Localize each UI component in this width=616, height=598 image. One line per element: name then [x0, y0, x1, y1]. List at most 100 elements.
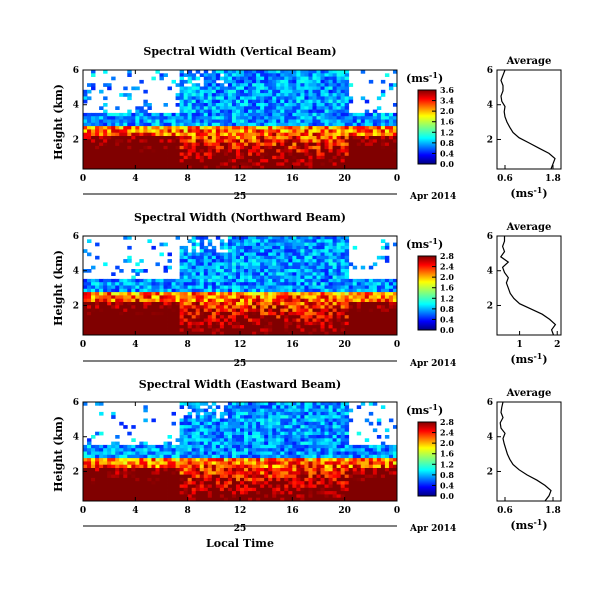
heatmap-cell — [123, 152, 128, 157]
heatmap-cell — [276, 86, 281, 91]
heatmap-cell — [240, 76, 245, 81]
heatmap-cell — [191, 331, 197, 336]
heatmap-cell — [300, 428, 305, 433]
heatmap-cell — [312, 458, 317, 462]
heatmap-cell — [260, 255, 265, 260]
heatmap-cell — [296, 444, 301, 449]
heatmap-cell — [91, 129, 96, 134]
heatmap-cell — [268, 451, 273, 456]
heatmap-cell — [203, 288, 209, 293]
heatmap-cell — [163, 441, 168, 446]
heatmap-cell — [292, 275, 297, 280]
heatmap-cell — [199, 122, 205, 127]
heatmap-cell — [223, 295, 229, 300]
heatmap-cell — [155, 321, 160, 326]
heatmap-cell — [360, 70, 366, 74]
heatmap-cell — [231, 292, 237, 296]
heatmap-cell — [135, 458, 140, 462]
heatmap-cell — [276, 288, 281, 293]
heatmap-cell — [131, 328, 136, 333]
heatmap-cell — [392, 112, 398, 117]
heatmap-cell — [199, 96, 205, 101]
heatmap-cell — [272, 428, 277, 433]
heatmap-cell — [392, 129, 398, 134]
heatmap-cell — [388, 129, 394, 134]
heatmap-cell — [135, 119, 140, 124]
heatmap-cell — [276, 325, 281, 329]
heatmap-cell — [127, 119, 132, 124]
heatmap-cell — [352, 325, 358, 329]
heatmap-cell — [300, 448, 305, 452]
heatmap-cell — [119, 285, 124, 290]
heatmap-cell — [328, 132, 333, 137]
heatmap-cell — [143, 142, 148, 147]
heatmap-cell — [320, 236, 325, 240]
heatmap-cell — [384, 311, 390, 316]
heatmap-cell — [328, 129, 333, 134]
heatmap-cell — [284, 298, 289, 303]
heatmap-cell — [203, 83, 209, 87]
heatmap-cell — [179, 298, 185, 303]
heatmap-cell — [352, 119, 358, 124]
heatmap-cell — [187, 136, 193, 140]
heatmap-cell — [135, 109, 140, 114]
heatmap-cell — [151, 165, 156, 170]
heatmap-cell — [304, 302, 309, 306]
heatmap-cell — [207, 119, 213, 124]
heatmap-cell — [392, 458, 398, 462]
heatmap-cell — [103, 458, 108, 462]
heatmap-cell — [288, 236, 293, 240]
heatmap-cell — [376, 311, 382, 316]
heatmap-cell — [352, 245, 358, 250]
heatmap-area — [83, 402, 398, 502]
heatmap-cell — [171, 149, 176, 153]
heatmap-cell — [264, 454, 269, 459]
heatmap-cell — [187, 435, 193, 439]
heatmap-cell — [372, 288, 378, 293]
heatmap-cell — [235, 142, 241, 147]
heatmap-cell — [292, 73, 297, 77]
heatmap-cell — [235, 242, 241, 247]
heatmap-cell — [99, 305, 104, 309]
heatmap-cell — [195, 165, 201, 170]
heatmap-cell — [235, 321, 241, 326]
heatmap-cell — [276, 236, 281, 240]
heatmap-cell — [147, 239, 152, 243]
heatmap-cell — [312, 282, 317, 286]
heatmap-cell — [219, 431, 225, 436]
cbar-tick-label: 0.4 — [440, 314, 454, 324]
heatmap-cell — [336, 242, 342, 247]
heatmap-cell — [123, 129, 128, 134]
heatmap-cell — [215, 451, 221, 456]
heatmap-cell — [332, 435, 338, 439]
heatmap-cell — [344, 83, 350, 87]
heatmap-cell — [131, 159, 136, 163]
heatmap-cell — [276, 112, 281, 117]
heatmap-cell — [308, 99, 313, 104]
heatmap-cell — [119, 126, 124, 130]
heatmap-cell — [191, 165, 197, 170]
heatmap-cell — [167, 285, 172, 290]
heatmap-cell — [252, 259, 257, 263]
heatmap-cell — [268, 259, 273, 263]
heatmap-cell — [107, 318, 112, 323]
heatmap-cell — [332, 331, 338, 336]
heatmap-cell — [227, 142, 233, 147]
heatmap-cell — [240, 245, 245, 250]
heatmap-cell — [195, 405, 201, 409]
heatmap-cell — [380, 255, 386, 260]
heatmap-cell — [336, 444, 342, 449]
heatmap-cell — [256, 275, 261, 280]
heatmap-cell — [207, 83, 213, 87]
heatmap-cell — [223, 331, 229, 336]
heatmap-cell — [183, 99, 189, 104]
x-ticks: 0 4 8 12 16 20 0 — [80, 70, 400, 184]
heatmap-cell — [143, 311, 148, 316]
heatmap-cell — [179, 249, 185, 253]
heatmap-cell — [91, 70, 96, 74]
heatmap-cell — [147, 454, 152, 459]
heatmap-cell — [235, 444, 241, 449]
heatmap-cell — [316, 112, 321, 117]
heatmap-cell — [227, 119, 233, 124]
heatmap-cell — [364, 162, 370, 167]
